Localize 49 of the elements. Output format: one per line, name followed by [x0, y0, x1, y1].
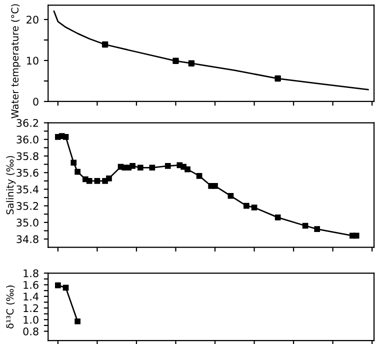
- y-axis-title: δ¹³C (‰): [6, 286, 15, 328]
- point: [106, 176, 112, 182]
- y-tick-label: 35.4: [16, 185, 38, 194]
- point: [149, 164, 156, 171]
- point: [55, 282, 61, 288]
- point: [274, 75, 281, 82]
- point: [274, 214, 281, 220]
- point: [353, 232, 360, 239]
- point: [86, 178, 92, 184]
- point: [164, 163, 171, 169]
- y-axis-title: Salinity (‰): [6, 156, 16, 214]
- y-tick-label: 10: [26, 56, 38, 65]
- point: [62, 284, 69, 291]
- y-tick-label: 1.4: [24, 292, 38, 300]
- y-tick-label: 35.2: [16, 202, 38, 210]
- y-axis-title: Water temperature (°C): [11, 4, 20, 118]
- point: [172, 58, 179, 64]
- point: [302, 222, 308, 229]
- point: [188, 60, 195, 66]
- point: [74, 168, 80, 175]
- point: [102, 178, 108, 184]
- point: [94, 178, 100, 184]
- y-tick-label: 20: [26, 16, 38, 24]
- y-tick-label: 35.6: [16, 168, 38, 177]
- y-tick-label: 36.0: [16, 136, 38, 144]
- point: [62, 134, 69, 140]
- y-tick-label: 1.0: [24, 316, 38, 324]
- point: [184, 166, 190, 172]
- point: [102, 41, 108, 48]
- point: [212, 182, 218, 189]
- point: [70, 160, 77, 166]
- y-tick-label: 0: [33, 98, 38, 106]
- point: [314, 226, 320, 232]
- y-tick-label: 1.2: [24, 304, 38, 312]
- point: [196, 173, 202, 179]
- y-tick-label: 35.8: [16, 152, 38, 160]
- point: [251, 204, 258, 210]
- y-tick-label: 35.0: [16, 218, 38, 227]
- line-series: [53, 10, 369, 90]
- point: [137, 164, 144, 171]
- y-tick-label: 34.8: [16, 235, 38, 244]
- point: [130, 163, 136, 169]
- point: [228, 192, 234, 199]
- y-tick-label: 1.6: [24, 280, 38, 289]
- y-tick-label: 1.8: [24, 269, 38, 278]
- point: [243, 202, 250, 209]
- point: [74, 318, 80, 324]
- y-tick-label: 36.2: [16, 119, 38, 127]
- y-tick-label: 0.8: [23, 327, 38, 336]
